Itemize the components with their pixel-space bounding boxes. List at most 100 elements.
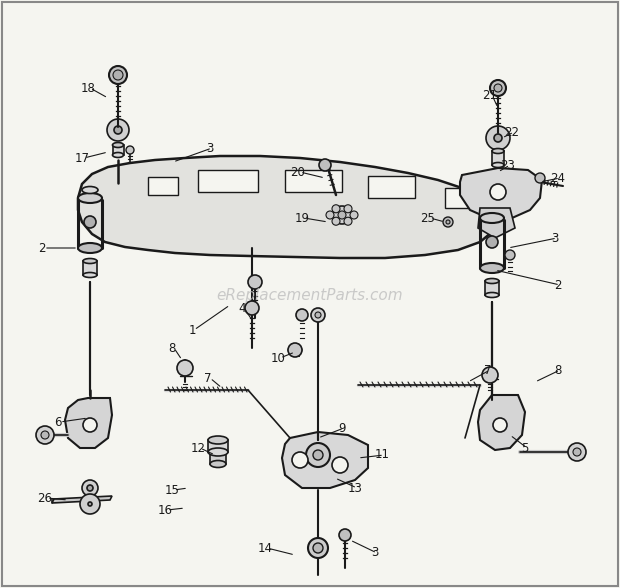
Circle shape bbox=[113, 70, 123, 80]
Circle shape bbox=[443, 217, 453, 227]
Bar bbox=[208, 440, 228, 452]
Text: 17: 17 bbox=[74, 152, 89, 165]
Polygon shape bbox=[478, 208, 515, 238]
Text: 24: 24 bbox=[551, 172, 565, 185]
Text: 12: 12 bbox=[190, 442, 205, 455]
Circle shape bbox=[446, 220, 450, 224]
Text: 21: 21 bbox=[482, 89, 497, 102]
Circle shape bbox=[109, 66, 127, 84]
Text: 1: 1 bbox=[188, 323, 196, 336]
Circle shape bbox=[41, 431, 49, 439]
Polygon shape bbox=[368, 176, 415, 198]
Text: 2: 2 bbox=[38, 242, 46, 255]
Text: 9: 9 bbox=[339, 422, 346, 435]
Text: 20: 20 bbox=[291, 165, 306, 179]
Text: 16: 16 bbox=[157, 503, 172, 516]
Circle shape bbox=[332, 205, 340, 213]
Ellipse shape bbox=[492, 162, 504, 168]
Circle shape bbox=[338, 211, 346, 219]
Text: 25: 25 bbox=[420, 212, 435, 225]
Circle shape bbox=[311, 308, 325, 322]
Circle shape bbox=[114, 126, 122, 134]
Circle shape bbox=[332, 217, 340, 225]
Circle shape bbox=[87, 485, 93, 491]
Circle shape bbox=[568, 443, 586, 461]
Circle shape bbox=[350, 211, 358, 219]
Bar bbox=[210, 452, 226, 464]
Text: 3: 3 bbox=[371, 546, 379, 560]
Circle shape bbox=[535, 173, 545, 183]
Circle shape bbox=[339, 529, 351, 541]
Circle shape bbox=[288, 343, 302, 357]
Ellipse shape bbox=[210, 460, 226, 467]
Ellipse shape bbox=[208, 436, 228, 444]
Polygon shape bbox=[78, 156, 496, 258]
Text: 23: 23 bbox=[500, 159, 515, 172]
Ellipse shape bbox=[83, 272, 97, 278]
Ellipse shape bbox=[480, 263, 504, 273]
Polygon shape bbox=[282, 432, 368, 488]
Circle shape bbox=[315, 312, 321, 318]
Polygon shape bbox=[285, 170, 342, 192]
Circle shape bbox=[493, 418, 507, 432]
Polygon shape bbox=[445, 188, 468, 208]
Circle shape bbox=[326, 211, 334, 219]
Polygon shape bbox=[198, 170, 258, 192]
Circle shape bbox=[177, 360, 193, 376]
Polygon shape bbox=[65, 398, 112, 448]
Circle shape bbox=[494, 134, 502, 142]
Circle shape bbox=[292, 452, 308, 468]
Text: 7: 7 bbox=[484, 363, 492, 376]
Ellipse shape bbox=[78, 193, 102, 203]
Bar bbox=[492, 151, 504, 165]
Polygon shape bbox=[52, 496, 112, 503]
Circle shape bbox=[308, 538, 328, 558]
Circle shape bbox=[296, 309, 308, 321]
Ellipse shape bbox=[82, 186, 98, 193]
Circle shape bbox=[313, 543, 323, 553]
Text: 14: 14 bbox=[257, 542, 273, 554]
Polygon shape bbox=[460, 168, 542, 218]
Text: 18: 18 bbox=[81, 82, 95, 95]
Ellipse shape bbox=[480, 213, 504, 223]
Circle shape bbox=[573, 448, 581, 456]
Circle shape bbox=[332, 457, 348, 473]
Bar bbox=[113, 145, 124, 155]
Text: 10: 10 bbox=[270, 352, 285, 365]
Circle shape bbox=[333, 206, 351, 224]
Bar bbox=[485, 281, 499, 295]
Circle shape bbox=[344, 205, 352, 213]
Circle shape bbox=[505, 250, 515, 260]
Text: 8: 8 bbox=[554, 363, 562, 376]
Circle shape bbox=[82, 480, 98, 496]
Bar bbox=[83, 261, 97, 275]
Polygon shape bbox=[148, 177, 178, 195]
Text: 2: 2 bbox=[554, 279, 562, 292]
Polygon shape bbox=[478, 395, 525, 450]
Circle shape bbox=[88, 502, 92, 506]
Circle shape bbox=[482, 367, 498, 383]
Circle shape bbox=[83, 418, 97, 432]
Circle shape bbox=[80, 494, 100, 514]
Circle shape bbox=[319, 159, 331, 171]
Text: 13: 13 bbox=[348, 482, 363, 495]
Ellipse shape bbox=[485, 292, 499, 298]
Circle shape bbox=[248, 275, 262, 289]
Text: 3: 3 bbox=[206, 142, 214, 155]
Circle shape bbox=[84, 216, 96, 228]
Text: 26: 26 bbox=[37, 492, 53, 505]
Circle shape bbox=[494, 84, 502, 92]
Circle shape bbox=[306, 443, 330, 467]
Text: 19: 19 bbox=[294, 212, 309, 225]
Ellipse shape bbox=[112, 142, 123, 148]
Ellipse shape bbox=[83, 259, 97, 263]
Text: 7: 7 bbox=[204, 372, 212, 385]
Circle shape bbox=[245, 301, 259, 315]
Circle shape bbox=[126, 146, 134, 154]
Text: 5: 5 bbox=[521, 442, 529, 455]
Text: 3: 3 bbox=[551, 232, 559, 245]
Text: 4: 4 bbox=[238, 302, 246, 315]
Circle shape bbox=[486, 236, 498, 248]
Circle shape bbox=[36, 426, 54, 444]
Text: 6: 6 bbox=[55, 416, 62, 429]
